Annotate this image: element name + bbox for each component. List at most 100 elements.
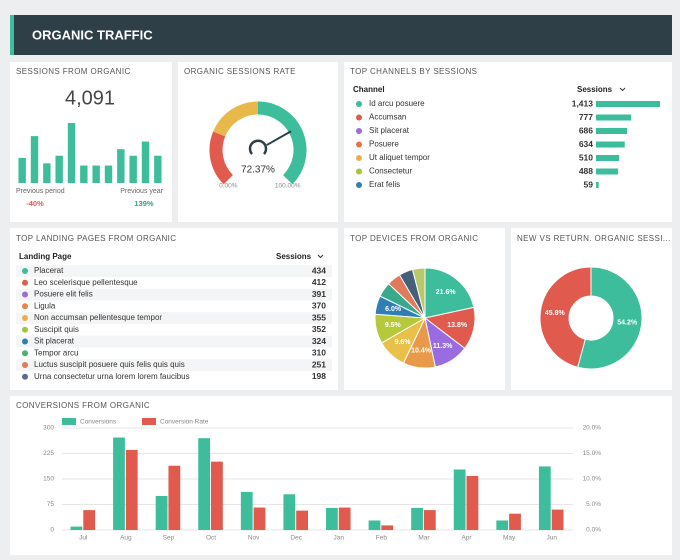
slice <box>577 266 643 370</box>
row-value: 777 <box>579 112 593 122</box>
x-tick-label: Sep <box>163 535 175 542</box>
bar <box>168 465 181 530</box>
row-value: 510 <box>579 152 593 162</box>
row-value: 352 <box>312 324 326 334</box>
row-value: 324 <box>312 336 326 346</box>
legend-dot <box>356 168 362 175</box>
widget-title: CONVERSIONS FROM ORGANIC <box>16 401 150 410</box>
x-tick-label: Aug <box>120 535 132 542</box>
column-header: Sessions <box>276 252 312 261</box>
slice <box>539 266 592 368</box>
gauge-tick-label: 100.00% <box>275 183 301 190</box>
row-label: Id arcu posuere <box>369 99 425 108</box>
x-tick-label: May <box>503 535 516 542</box>
widget-title: TOP CHANNELS BY SESSIONS <box>350 67 477 76</box>
kpi-value: 4,091 <box>65 87 115 109</box>
row-value: 198 <box>312 371 326 381</box>
y-tick-label: 225 <box>43 450 54 457</box>
legend-dot <box>356 128 362 134</box>
bar <box>596 128 628 134</box>
row-value: 391 <box>312 289 326 299</box>
bar <box>198 438 211 530</box>
bar <box>423 510 436 530</box>
widget-title: TOP LANDING PAGES FROM ORGANIC <box>16 234 176 243</box>
legend-dot <box>22 315 28 321</box>
bar <box>296 510 308 530</box>
bar <box>18 157 26 183</box>
x-tick-label: Mar <box>418 535 430 542</box>
row-value: 251 <box>312 359 326 369</box>
slice-label: 9.5% <box>385 322 402 329</box>
bar <box>92 165 100 183</box>
row-label: Sit placerat <box>34 337 75 346</box>
row-value: 355 <box>312 312 326 322</box>
gauge-needle <box>266 130 292 146</box>
legend-swatch <box>142 418 156 425</box>
legend-dot <box>356 101 362 107</box>
row-value: 434 <box>312 265 326 275</box>
row-label: Suscipit quis <box>34 325 79 334</box>
legend-label: Conversions <box>80 419 117 426</box>
y-tick-label: 0 <box>50 527 54 534</box>
panel <box>178 62 338 222</box>
row-stripe <box>16 335 332 348</box>
bar <box>129 155 137 183</box>
slice-label: 13.8% <box>447 322 468 329</box>
bar <box>596 141 625 148</box>
legend-dot <box>356 114 362 121</box>
gauge-band <box>257 101 307 185</box>
slice-label: 6.0% <box>385 306 402 313</box>
bar <box>411 507 423 530</box>
column-header: Sessions <box>577 85 613 94</box>
y2-tick-label: 5.0% <box>586 501 601 508</box>
legend-dot <box>22 350 28 357</box>
widget-title: ORGANIC SESSIONS RATE <box>184 67 296 76</box>
row-label: Ut aliquet tempor <box>369 153 430 162</box>
legend-dot <box>22 303 28 310</box>
bar <box>70 526 83 530</box>
legend-dot <box>356 182 362 188</box>
slice-label: 21.6% <box>436 289 457 296</box>
bar <box>30 136 39 183</box>
bar <box>125 449 138 530</box>
row-stripe <box>16 359 332 371</box>
slice-label: 54.2% <box>617 320 638 327</box>
column-header: Channel <box>353 85 385 94</box>
row-label: Tempor arcu <box>34 348 78 357</box>
row-value: 634 <box>579 139 593 149</box>
row-label: Placerat <box>34 266 64 275</box>
slice-label: 11.3% <box>433 343 453 350</box>
bar <box>466 475 479 530</box>
x-tick-label: Oct <box>206 535 216 542</box>
bar <box>368 520 381 530</box>
bar <box>596 101 660 107</box>
header-bar <box>10 15 672 55</box>
bar <box>596 168 619 175</box>
gauge-band <box>209 131 234 185</box>
sort-chevron[interactable] <box>619 87 626 92</box>
bar <box>83 510 96 530</box>
row-value: 412 <box>312 277 326 287</box>
y2-tick-label: 0.0% <box>586 527 601 534</box>
legend-swatch <box>62 418 76 425</box>
legend-dot <box>356 141 362 148</box>
bar <box>596 155 620 161</box>
bar <box>338 507 351 530</box>
bar <box>55 155 63 183</box>
widget-title: NEW VS RETURN. ORGANIC SESSI... <box>517 234 671 243</box>
compare-change: 139% <box>134 199 154 208</box>
bar <box>67 123 76 183</box>
bar <box>596 182 599 188</box>
slice <box>411 267 426 319</box>
legend-dot <box>22 362 28 368</box>
row-value: 59 <box>584 179 594 189</box>
x-tick-label: Nov <box>248 535 260 542</box>
legend-dot <box>22 291 28 298</box>
x-tick-label: Jul <box>79 535 88 542</box>
gauge-band <box>213 101 259 137</box>
y-tick-label: 75 <box>47 501 55 508</box>
header-accent <box>10 15 14 55</box>
row-label: Urna consectetur urna lorem lorem faucib… <box>34 372 190 381</box>
sort-chevron[interactable] <box>317 254 324 259</box>
x-tick-label: Apr <box>461 535 472 542</box>
